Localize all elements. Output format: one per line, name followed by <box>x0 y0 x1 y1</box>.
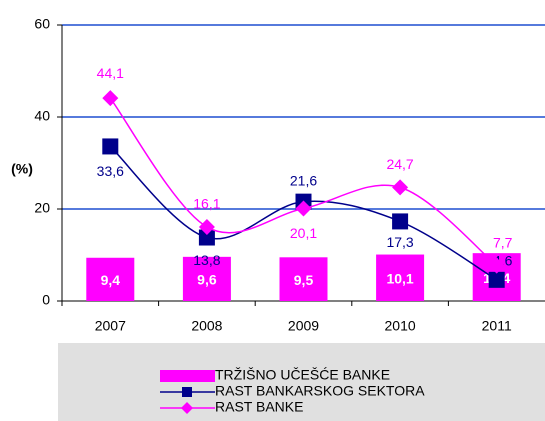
bar <box>279 257 328 301</box>
legend-marker <box>181 402 193 414</box>
bar-label: 9,6 <box>197 272 217 288</box>
marker-square <box>488 271 505 288</box>
x-tick-label: 2007 <box>95 318 126 334</box>
bar <box>86 257 135 301</box>
data-label: 20,1 <box>290 225 317 241</box>
x-tick-label: 2008 <box>191 318 222 334</box>
legend-label: RAST BANKARSKOG SEKTORA <box>215 383 425 399</box>
legend-swatch <box>160 370 215 382</box>
y-tick-label: 20 <box>34 200 50 216</box>
legend-marker <box>182 387 192 397</box>
marker-diamond <box>488 257 505 274</box>
y-tick-label: 60 <box>34 16 50 32</box>
x-tick-label: 2009 <box>288 318 319 334</box>
bar-label: 10,1 <box>386 270 413 286</box>
marker-diamond <box>295 200 312 217</box>
marker-square <box>198 229 215 246</box>
x-tick-label: 2011 <box>482 318 512 334</box>
data-label: 24,7 <box>386 156 413 172</box>
legend-box <box>58 343 545 421</box>
data-label: 21,6 <box>290 172 317 188</box>
data-label: 16,1 <box>193 196 220 212</box>
bar-label: 9,5 <box>294 272 314 288</box>
marker-square <box>102 138 119 155</box>
y-axis-label: (%) <box>11 161 33 177</box>
marker-diamond <box>198 218 215 235</box>
marker-square <box>392 213 409 230</box>
marker-diamond <box>102 90 119 107</box>
y-tick-label: 0 <box>42 292 50 308</box>
y-tick-label: 40 <box>34 108 50 124</box>
data-label: 13,8 <box>193 252 220 268</box>
marker-diamond <box>392 179 409 196</box>
bar-label: 9,4 <box>101 272 121 288</box>
data-label: 17,3 <box>386 234 413 250</box>
data-label: 44,1 <box>97 65 124 81</box>
legend-label: RAST BANKE <box>215 399 303 415</box>
bar <box>376 254 425 301</box>
legend-label: TRŽIŠNO UČEŠĆE BANKE <box>215 367 390 383</box>
data-label: 33,6 <box>97 163 124 179</box>
x-tick-label: 2010 <box>385 318 416 334</box>
data-label: 7,7 <box>493 234 513 250</box>
bar <box>182 256 231 301</box>
